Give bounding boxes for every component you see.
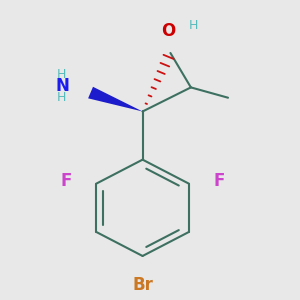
Text: N: N xyxy=(56,77,70,95)
Text: H: H xyxy=(57,68,66,81)
Text: F: F xyxy=(213,172,224,190)
Text: O: O xyxy=(161,22,175,40)
Text: F: F xyxy=(61,172,72,190)
Text: Br: Br xyxy=(132,276,153,294)
Text: H: H xyxy=(189,20,198,32)
Polygon shape xyxy=(88,87,142,112)
Text: H: H xyxy=(57,91,66,104)
